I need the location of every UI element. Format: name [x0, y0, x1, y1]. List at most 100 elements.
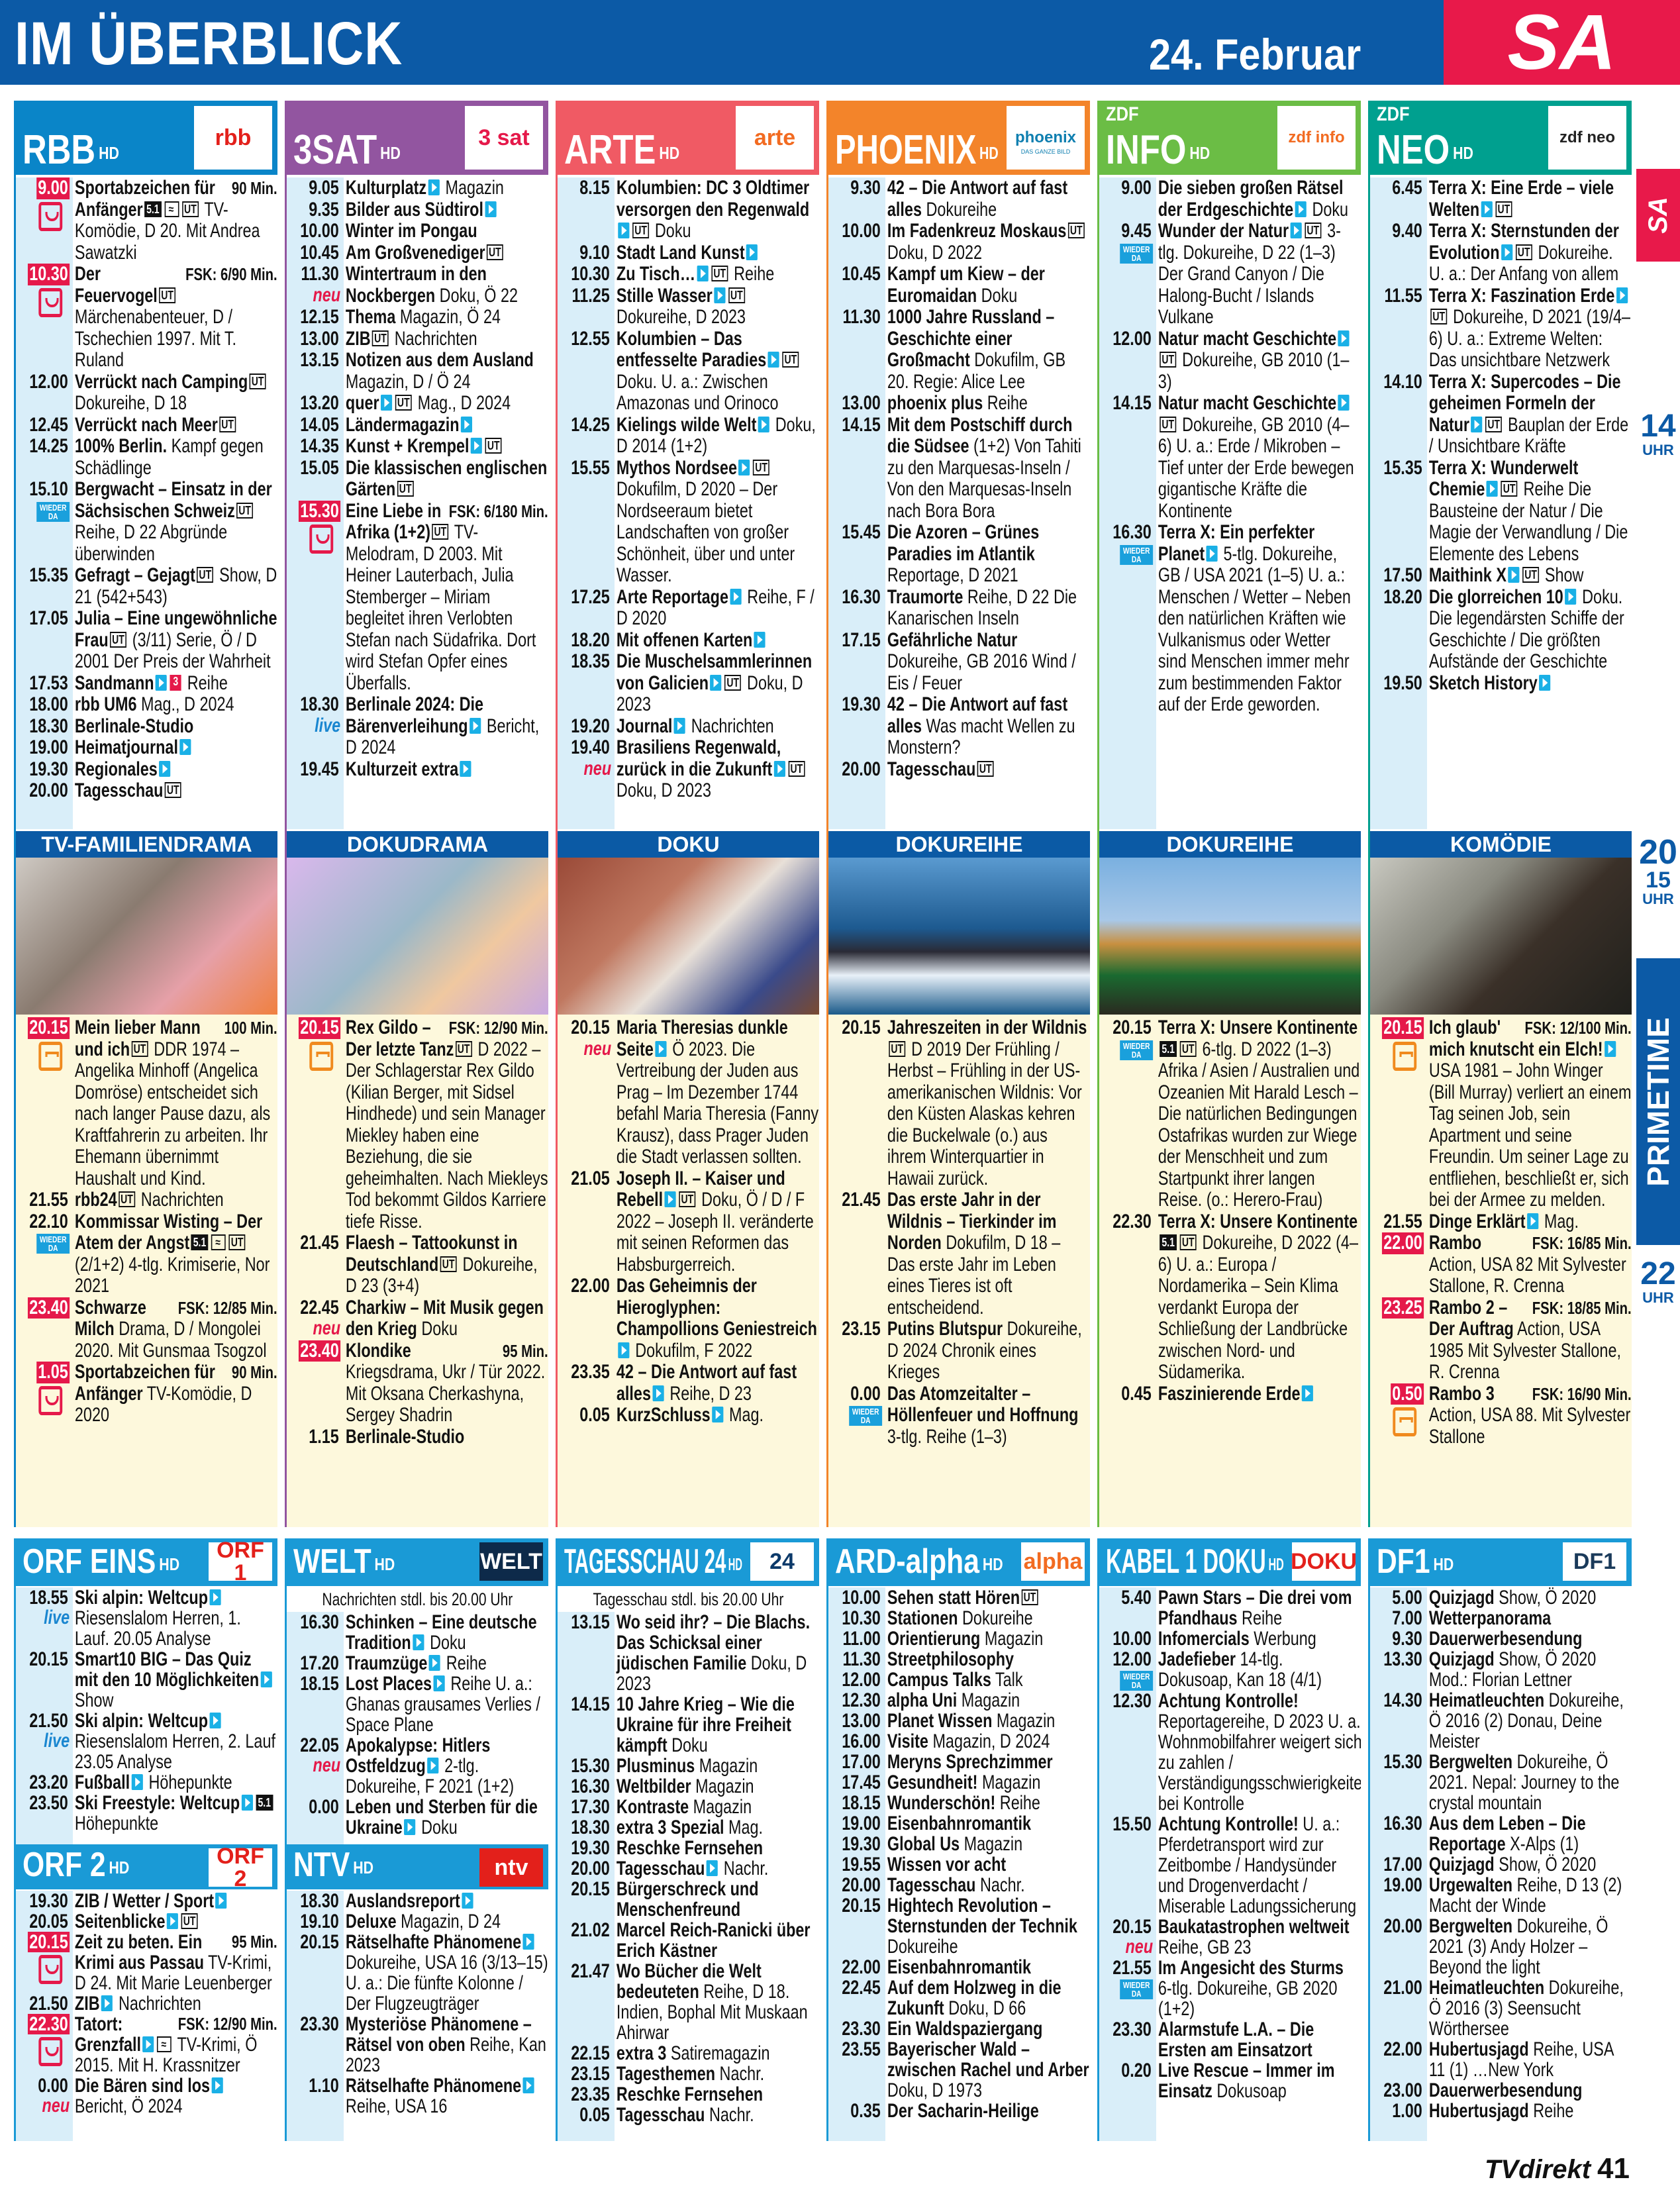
program-entry[interactable]: 21.02 Marcel Reich-Ranicki über Erich Käs… [558, 1920, 819, 1961]
program-entry[interactable]: 21.50 live Ski alpin: Weltcup Riesenslalom… [16, 1711, 277, 1772]
program-entry[interactable]: 19.00 Heimatjournal [16, 736, 277, 759]
program-entry[interactable]: 15.05 Die klassischen englischen Gärten [287, 457, 548, 501]
program-entry[interactable]: 14.30 Heimatleuchten Dokureihe, Ö 2016 (2… [1370, 1690, 1632, 1752]
program-entry[interactable]: 18.30 Berlinale-Studio [16, 715, 277, 738]
program-entry[interactable]: 5.40 Pawn Stars – Die drei vom Pfandhaus … [1099, 1587, 1361, 1628]
program-entry[interactable]: 23.30 Ein Waldspaziergang [828, 2019, 1090, 2039]
channel-header[interactable]: NTV HD ntv [287, 1844, 548, 1889]
mediathek-play-icon[interactable] [142, 2036, 154, 2053]
mediathek-play-icon[interactable] [1290, 223, 1302, 239]
mediathek-play-icon[interactable] [710, 674, 722, 691]
mediathek-play-icon[interactable] [179, 739, 191, 756]
mediathek-play-icon[interactable] [428, 179, 440, 196]
mediathek-play-icon[interactable] [433, 1675, 445, 1691]
mediathek-play-icon[interactable] [1526, 1213, 1539, 1229]
program-entry[interactable]: 11.30 1000 Jahre Russland – Geschichte ei… [828, 306, 1090, 393]
program-entry[interactable]: 16.30 Traumorte Reihe, D 22 Die Kanarisch… [828, 586, 1090, 630]
program-entry[interactable]: 23.35 42 – Die Antwort auf fast alles Rei… [558, 1361, 819, 1405]
program-entry[interactable]: 14.25 Kielings wilde Welt Doku, D 2014 (1… [558, 414, 819, 458]
mediathek-play-icon[interactable] [413, 1634, 424, 1650]
mediathek-play-icon[interactable] [618, 1342, 630, 1358]
program-entry[interactable]: 23.00 Dauerwerbesendung [1370, 2080, 1632, 2101]
program-entry[interactable]: 14.15 Mit dem Postschiff durch die Südsee… [828, 414, 1090, 523]
program-entry[interactable]: 0.20 Live Rescue – Immer im Einsatz Dokus… [1099, 2060, 1361, 2101]
program-entry[interactable]: 13.00 phoenix plus Reihe [828, 392, 1090, 415]
mediathek-play-icon[interactable] [470, 438, 483, 454]
mediathek-play-icon[interactable] [460, 416, 473, 432]
program-entry[interactable]: 20.00 Tagesschau [828, 758, 1090, 781]
program-entry[interactable]: 23.55 Bayerischer Wald – zwischen Rachel … [828, 2039, 1090, 2101]
channel-header[interactable]: ZDF NEO HD zdf neo [1370, 101, 1632, 175]
program-entry[interactable]: 22.00 Hubertusjagd Reihe, USA 11 (1) …New… [1370, 2039, 1632, 2080]
program-entry[interactable]: 18.20 Mit offenen Karten [558, 629, 819, 652]
program-entry[interactable]: 14.35 Kunst + Krempel [287, 435, 548, 458]
program-entry[interactable]: 19.00 Urgewalten Reihe, D 13 (2) Macht de… [1370, 1875, 1632, 1916]
program-entry[interactable]: 20.15 neu Maria Theresias dunkle Seite Ö 2… [558, 1017, 819, 1168]
program-photo[interactable] [287, 858, 548, 1015]
program-entry[interactable]: 20.15 Bürgerschreck und Menschenfreund [558, 1879, 819, 1920]
mediathek-play-icon[interactable] [404, 1819, 416, 1835]
program-entry[interactable]: 18.30 extra 3 Spezial Mag. [558, 1817, 819, 1838]
program-entry[interactable]: 1.00 Hubertusjagd Reihe [1370, 2101, 1632, 2121]
program-entry[interactable]: 20.15 100 Min. Mein lieber Mann und ich DD… [16, 1017, 277, 1189]
program-entry[interactable]: 21.55 Dinge Erklärt Mag. [1370, 1211, 1632, 1233]
mediathek-play-icon[interactable] [673, 717, 685, 734]
program-entry[interactable]: 23.40 95 Min. Klondike Kriegsdrama, Ukr / … [287, 1340, 548, 1426]
program-entry[interactable]: 20.00 Tagesschau Nachr. [828, 1875, 1090, 1895]
program-entry[interactable]: 9.05 Kulturplatz Magazin [287, 177, 548, 199]
program-entry[interactable]: 17.30 Kontraste Magazin [558, 1797, 819, 1817]
program-entry[interactable]: 14.25 100% Berlin. Kampf gegen Schädlinge [16, 435, 277, 479]
program-entry[interactable]: 0.00 neu Die Bären sind los Bericht, Ö 202… [16, 2075, 277, 2117]
program-entry[interactable]: 21.47 Wo Bücher die Welt bedeuteten Reihe… [558, 1961, 819, 2043]
program-entry[interactable]: 23.15 Putins Blutspur Dokureihe, D 2024 C… [828, 1318, 1090, 1383]
program-entry[interactable]: 19.45 Kulturzeit extra [287, 758, 548, 781]
program-entry[interactable]: 18.55 live Ski alpin: Weltcup Riesenslalom… [16, 1587, 277, 1649]
program-entry[interactable]: 22.45 Auf dem Holzweg in die Zukunft Doku… [828, 1977, 1090, 2019]
mediathek-play-icon[interactable] [714, 287, 726, 303]
program-entry[interactable]: 12.55 Kolumbien – Das entfesselte Paradie… [558, 328, 819, 415]
mediathek-play-icon[interactable] [730, 588, 742, 605]
mediathek-play-icon[interactable] [159, 760, 171, 777]
program-entry[interactable]: 17.20 Traumzüge Reihe [287, 1653, 548, 1673]
program-entry[interactable]: 20.15 neu Baukatastrophen weltweit Reihe, … [1099, 1917, 1361, 1958]
mediathek-play-icon[interactable] [522, 2077, 534, 2094]
mediathek-play-icon[interactable] [1508, 567, 1520, 583]
mediathek-play-icon[interactable] [1539, 674, 1551, 691]
program-entry[interactable]: 0.45 Faszinierende Erde [1099, 1383, 1361, 1405]
mediathek-play-icon[interactable] [1295, 201, 1307, 217]
channel-header[interactable]: KABEL 1 DOKU HD DOKU [1099, 1538, 1361, 1586]
mediathek-play-icon[interactable] [712, 1407, 724, 1423]
mediathek-play-icon[interactable] [697, 266, 709, 282]
program-entry[interactable]: 16.30 WIEDER DA Terra X: Ein perfekter Pla… [1099, 521, 1361, 716]
program-entry[interactable]: 0.05 Tagesschau Nachr. [558, 2105, 819, 2125]
program-entry[interactable]: 18.30 live Berlinale 2024: Die Bärenverlei… [287, 693, 548, 759]
mediathek-play-icon[interactable] [758, 416, 769, 432]
program-entry[interactable]: 18.30 Auslandsreport [287, 1891, 548, 1911]
program-entry[interactable]: 18.35 Die Muschelsammlerinnen von Galicie… [558, 650, 819, 716]
program-entry[interactable]: 17.00 Meryns Sprechzimmer [828, 1752, 1090, 1772]
program-entry[interactable]: 9.10 Stadt Land Kunst [558, 242, 819, 264]
channel-header[interactable]: ARD-alpha HD alpha [828, 1538, 1090, 1586]
program-entry[interactable]: 21.45 Das erste Jahr in der Wildnis – Tie… [828, 1189, 1090, 1319]
program-entry[interactable]: 23.35 Reschke Fernsehen [558, 2084, 819, 2105]
mediathek-play-icon[interactable] [1206, 545, 1218, 562]
program-entry[interactable]: 10.30 Stationen Dokureihe [828, 1608, 1090, 1628]
program-entry[interactable]: 1.05 90 Min. Sportabzeichen für Anfänger T… [16, 1361, 277, 1426]
program-entry[interactable]: 21.55 WIEDER DA Im Angesicht des Sturms 6-… [1099, 1958, 1361, 2019]
program-entry[interactable]: 12.00 Campus Talks Talk [828, 1670, 1090, 1690]
program-entry[interactable]: 15.50 Achtung Kontrolle! U. a.: Pferdetra… [1099, 1814, 1361, 1917]
program-entry[interactable]: 0.05 KurzSchluss Mag. [558, 1404, 819, 1426]
mediathek-play-icon[interactable] [155, 674, 168, 691]
program-entry[interactable]: 10.00 Infomercials Werbung [1099, 1628, 1361, 1649]
channel-header[interactable]: 3SAT HD 3 sat [287, 101, 548, 175]
mediathek-play-icon[interactable] [1486, 481, 1498, 497]
program-entry[interactable]: 20.05 Seitenblicke [16, 1911, 277, 1932]
